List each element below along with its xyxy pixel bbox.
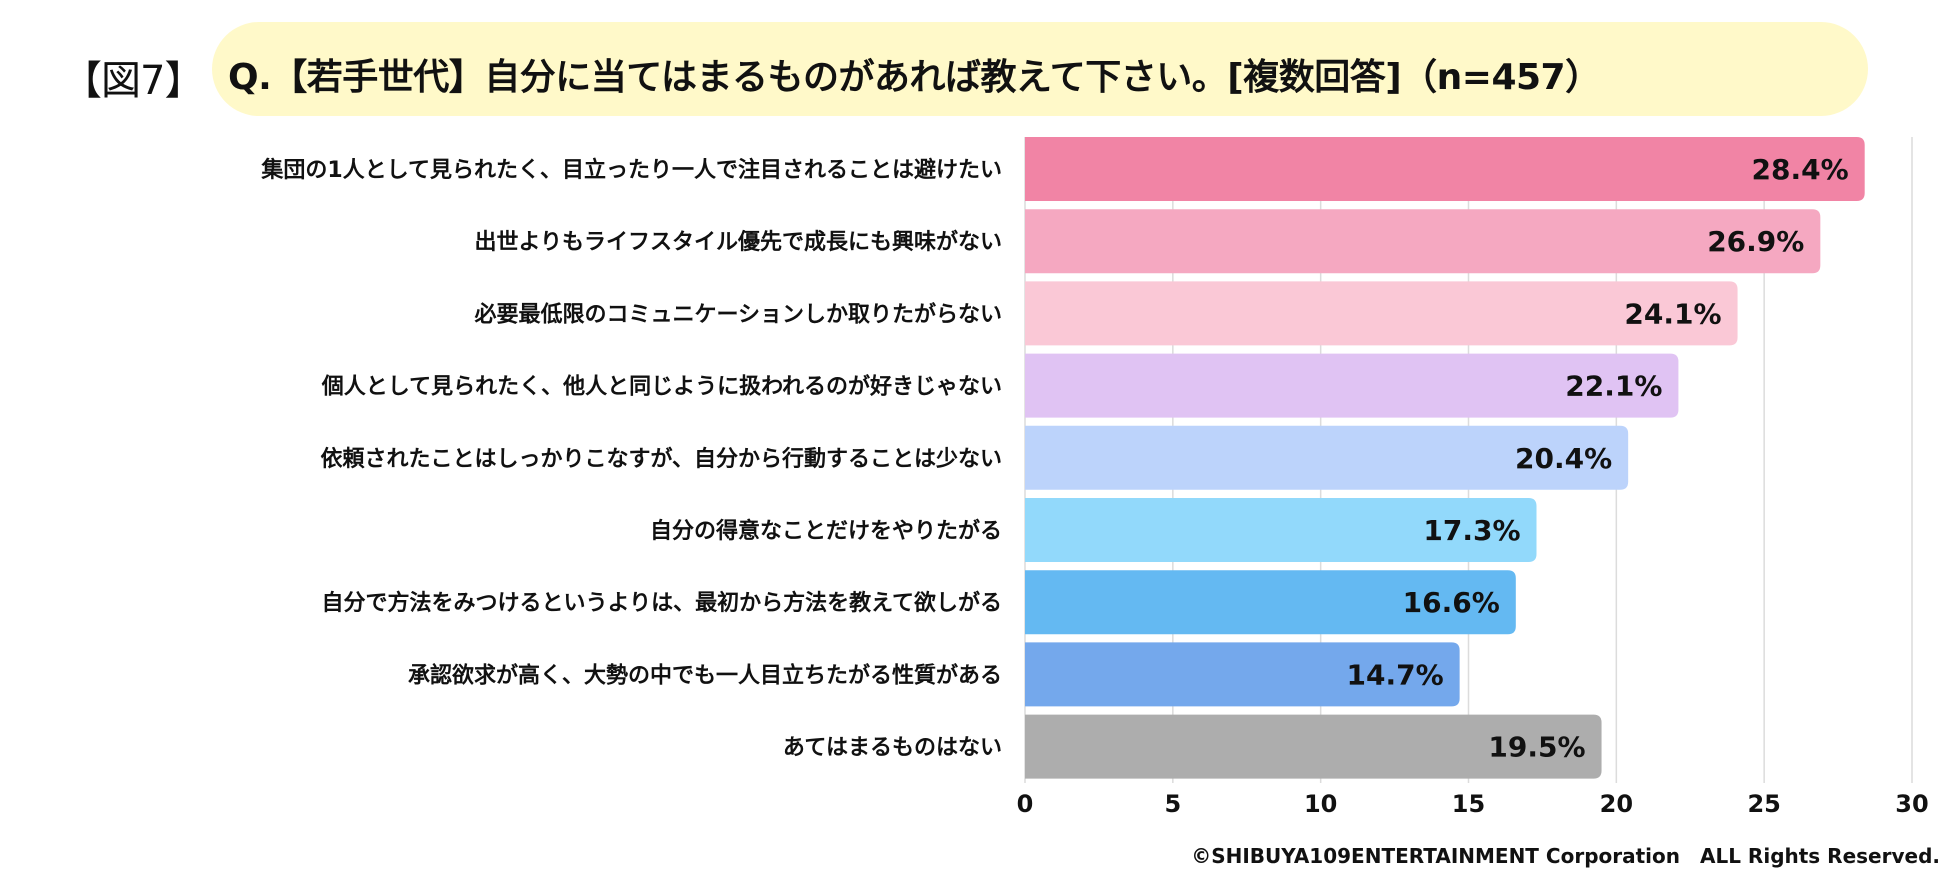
figure-label: 【図7】 <box>62 58 204 104</box>
x-tick-label-4: 20 <box>1600 790 1633 818</box>
value-label-2: 24.1% <box>1624 297 1721 330</box>
value-label-1: 26.9% <box>1707 225 1804 258</box>
category-label-5: 自分の得意なことだけをやりたがる <box>650 518 1002 544</box>
category-label-1: 出世よりもライフスタイル優先で成長にも興味がない <box>474 229 1002 255</box>
value-label-5: 17.3% <box>1423 514 1520 547</box>
category-label-8: あてはまるものはない <box>783 736 1002 761</box>
x-tick-label-3: 15 <box>1452 790 1485 818</box>
bar-3 <box>1025 353 1679 418</box>
copyright-notice: ©SHIBUYA109ENTERTAINMENT Corporation ALL… <box>1191 844 1940 868</box>
bar-6 <box>1025 570 1516 635</box>
value-label-3: 22.1% <box>1565 370 1662 403</box>
bar-7 <box>1025 642 1460 707</box>
bar-0 <box>1025 137 1865 201</box>
value-label-8: 19.5% <box>1488 731 1585 764</box>
title-banner <box>212 22 1868 116</box>
category-label-0: 集団の1人として見られたく、目立ったり一人で注目されることは避けたい <box>260 157 1002 183</box>
value-label-0: 28.4% <box>1752 153 1849 186</box>
chart-question-title: Q.【若手世代】自分に当てはまるものがあれば教えて下さい。[複数回答]（n=45… <box>228 57 1601 98</box>
x-tick-label-1: 5 <box>1164 790 1181 818</box>
category-label-6: 自分で方法をみつけるというよりは、最初から方法を教えて欲しがる <box>322 590 1002 616</box>
x-tick-label-6: 30 <box>1895 790 1928 818</box>
bar-5 <box>1025 498 1537 562</box>
category-labels: 集団の1人として見られたく、目立ったり一人で注目されることは避けたい出世よりもラ… <box>260 157 1002 761</box>
value-label-6: 16.6% <box>1403 586 1500 619</box>
bar-1 <box>1025 209 1821 274</box>
bars <box>1025 137 1865 779</box>
x-tick-label-0: 0 <box>1017 790 1034 818</box>
category-label-4: 依頼されたことはしっかりこなすが、自分から行動することは少ない <box>320 446 1002 472</box>
x-tick-label-5: 25 <box>1747 790 1780 818</box>
category-label-2: 必要最低限のコミュニケーションしか取りたがらない <box>474 301 1002 327</box>
value-label-7: 14.7% <box>1346 658 1443 691</box>
bar-8 <box>1025 714 1602 779</box>
bar-2 <box>1025 281 1738 346</box>
x-tick-label-2: 10 <box>1304 790 1337 818</box>
value-labels: 28.4% 26.9% 24.1% 22.1% 20.4% 17.3% 16.6% 14.7%… <box>1346 153 1848 764</box>
category-label-7: 承認欲求が高く、大勢の中でも一人目立ちたがる性質がある <box>408 662 1002 688</box>
bar-4 <box>1025 425 1629 490</box>
value-label-4: 20.4% <box>1515 442 1612 475</box>
category-label-3: 個人として見られたく、他人と同じように扱われるのが好きじゃない <box>321 374 1002 400</box>
x-axis-ticks: 0 5 10 15 20 25 30 <box>1017 790 1929 818</box>
